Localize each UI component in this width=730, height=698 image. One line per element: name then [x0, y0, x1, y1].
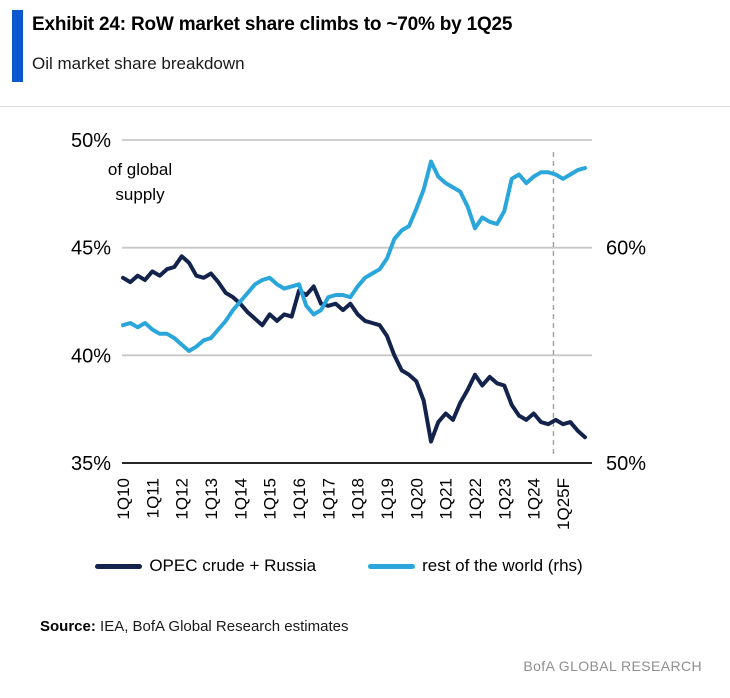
- x-axis-label: 1Q15: [261, 478, 280, 520]
- x-axis-label: 1Q25F: [554, 478, 573, 530]
- legend-item-opec: OPEC crude + Russia: [95, 556, 316, 576]
- legend-swatch-opec: [95, 563, 143, 569]
- x-axis-label: 1Q24: [525, 478, 544, 520]
- x-axis-label: 1Q21: [437, 478, 456, 520]
- legend-label-row: rest of the world (rhs): [422, 556, 583, 575]
- x-axis-label: 1Q13: [202, 478, 221, 520]
- axis-annotation: of global supply: [107, 160, 173, 204]
- x-axis-label: 1Q17: [319, 478, 338, 520]
- x-axis-label: 1Q19: [378, 478, 397, 520]
- x-axis-label: 1Q14: [231, 478, 250, 520]
- series-line-opec-crude-russia: [121, 254, 587, 444]
- legend-swatch-row: [368, 563, 416, 569]
- accent-bar: [12, 10, 23, 82]
- brand-footer: BofA GLOBAL RESEARCH: [523, 658, 702, 674]
- x-axis-label: 1Q11: [143, 478, 162, 518]
- legend-label-opec: OPEC crude + Russia: [149, 556, 317, 575]
- page-title: Exhibit 24: RoW market share climbs to ~…: [32, 14, 513, 35]
- x-axis-label: 1Q18: [349, 478, 368, 520]
- y-axis-label-right: 60%: [606, 238, 646, 260]
- x-axis-label: 1Q22: [466, 478, 485, 520]
- chart-area: 50% 45% 40% 35% 60% 50% 1Q10 1Q11 1Q12 1Q13 1Q14 1Q…: [0, 110, 730, 585]
- x-axis-label: 1Q20: [407, 478, 426, 520]
- series-line-rest-of-world: [121, 159, 587, 353]
- legend: OPEC crude + Russia rest of the world (r…: [0, 550, 704, 582]
- source-line: Source: IEA, BofA Global Research estima…: [40, 618, 348, 635]
- source-label: Source:: [40, 618, 96, 635]
- y-axis-label-right: 50%: [606, 453, 646, 475]
- x-axis-label: 1Q23: [495, 478, 514, 520]
- x-axis-label: 1Q16: [290, 478, 309, 520]
- page-subtitle: Oil market share breakdown: [32, 54, 245, 73]
- header-divider: [0, 106, 730, 107]
- y-axis-label-left: 35%: [71, 453, 111, 475]
- line-chart: 50% 45% 40% 35% 60% 50% 1Q10 1Q11 1Q12 1Q13 1Q14 1Q…: [71, 130, 646, 530]
- y-axis-label-left: 40%: [71, 345, 111, 367]
- x-axis-label: 1Q10: [114, 478, 133, 520]
- y-axis-label-left: 45%: [71, 238, 111, 260]
- y-axis-label-left: 50%: [71, 130, 111, 152]
- source-text: IEA, BofA Global Research estimates: [95, 618, 349, 635]
- x-axis-label: 1Q12: [173, 478, 192, 520]
- legend-item-row: rest of the world (rhs): [368, 556, 583, 576]
